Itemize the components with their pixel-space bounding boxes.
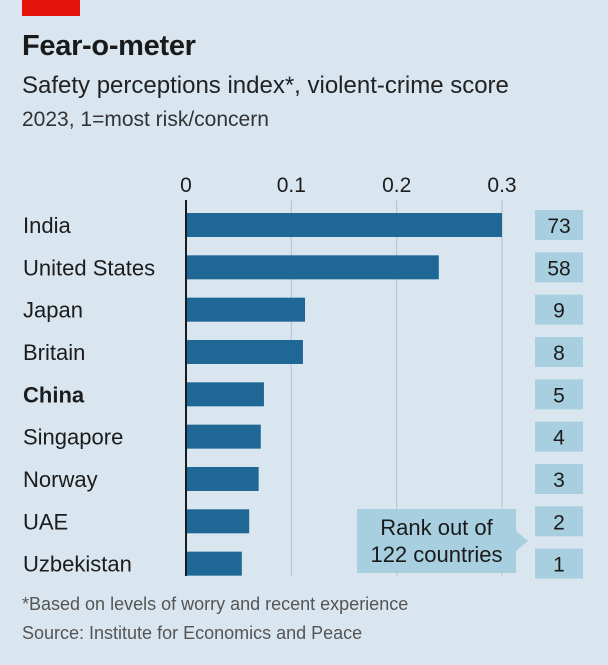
chart-title: Fear-o-meter [22, 30, 196, 62]
rank-box [535, 336, 583, 367]
category-label: India [23, 213, 71, 238]
x-tick-label: 0.2 [382, 174, 411, 197]
rank-box [535, 463, 583, 494]
bar [186, 255, 439, 280]
category-label: UAE [23, 509, 68, 534]
bar [186, 297, 306, 322]
rank-box [535, 379, 583, 410]
rank-label: 5 [553, 384, 565, 407]
rank-box [535, 421, 583, 452]
rank-box [535, 506, 583, 537]
rank-label: 1 [553, 554, 565, 577]
bar [186, 509, 250, 534]
rank-box [535, 548, 583, 579]
chart-subtitle: Safety perceptions index*, violent-crime… [22, 72, 509, 99]
footnote: *Based on levels of worry and recent exp… [22, 594, 409, 614]
rank-label: 73 [547, 215, 570, 238]
category-label: China [23, 382, 85, 407]
category-label: Uzbekistan [23, 552, 132, 577]
bar [186, 213, 502, 237]
x-tick-label: 0.3 [487, 174, 516, 197]
bar [186, 382, 264, 407]
rank-label: 9 [553, 300, 565, 323]
category-label: Japan [23, 298, 83, 323]
rank-label: 3 [553, 469, 565, 492]
x-tick-label: 0 [180, 174, 192, 197]
bar [186, 466, 259, 491]
bar [186, 551, 242, 576]
rank-box [535, 294, 583, 325]
category-label: Britain [23, 340, 85, 365]
rank-label: 4 [553, 427, 565, 450]
rank-label: 8 [553, 342, 565, 365]
rank-box [535, 210, 583, 240]
category-label: Norway [23, 467, 98, 492]
bar [186, 339, 303, 364]
rank-label: 58 [547, 257, 570, 280]
rank-legend-line2: 122 countries [370, 542, 503, 567]
rank-legend: Rank out of 122 countries [357, 509, 528, 573]
category-label: United States [23, 255, 155, 280]
category-label: Singapore [23, 425, 123, 450]
x-tick-label: 0.1 [277, 174, 306, 197]
rank-legend-line1: Rank out of [380, 515, 493, 540]
bar [186, 424, 261, 449]
rank-box [535, 252, 583, 283]
chart-subtitle-year: 2023, 1=most risk/concern [22, 108, 269, 131]
rank-label: 2 [553, 511, 565, 534]
brand-tag [22, 0, 80, 16]
source-note: Source: Institute for Economics and Peac… [22, 623, 363, 643]
